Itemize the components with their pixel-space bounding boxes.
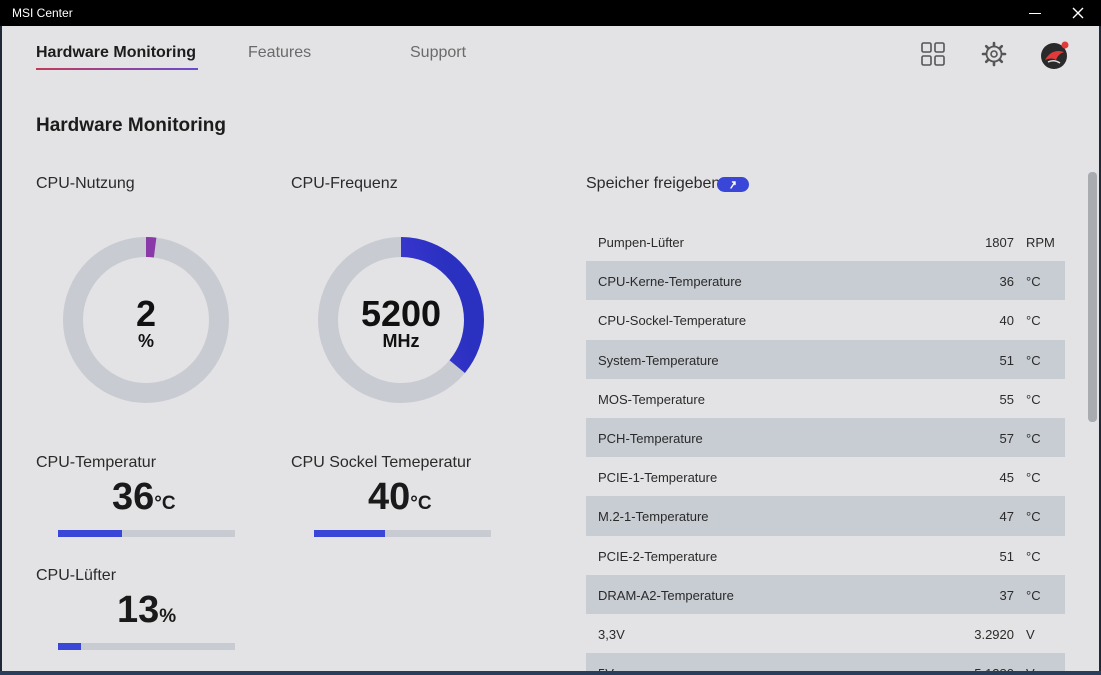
app-content: Hardware Monitoring Features Support	[2, 26, 1099, 671]
minimize-icon	[1029, 12, 1041, 14]
cpu-usage-unit: %	[137, 331, 154, 351]
cpu-temperature-value: 36	[112, 476, 155, 518]
gear-icon[interactable]	[980, 40, 1008, 68]
cpu-temperature-bar	[58, 530, 235, 537]
scrollbar-thumb[interactable]	[1088, 172, 1097, 422]
tab-features[interactable]: Features	[248, 44, 312, 61]
cpu-frequency-value: 5200	[360, 293, 442, 334]
sensor-value: 37	[999, 587, 1014, 603]
sensor-unit: V	[1026, 626, 1035, 642]
socket-temperature-bar-fill	[314, 530, 385, 537]
desktop-strip	[0, 671, 1101, 675]
sensor-unit: °C	[1026, 587, 1041, 603]
sensor-row: 3,3V 3.2920 V	[586, 614, 1065, 653]
sensor-name: Pumpen-Lüfter	[598, 235, 684, 250]
sensor-value: 3.2920	[974, 626, 1014, 642]
sensor-row: 5V 5.1280 V	[586, 653, 1065, 671]
memory-free-label: Speicher freigeben	[586, 175, 721, 192]
tab-support[interactable]: Support	[410, 44, 467, 61]
sensor-name: DRAM-A2-Temperature	[598, 587, 734, 603]
socket-temperature-label: CPU Sockel Temeperatur	[291, 454, 472, 471]
sensor-name: CPU-Sockel-Temperature	[598, 313, 747, 329]
grid-icon[interactable]	[919, 40, 947, 68]
sensor-name: System-Temperature	[598, 352, 719, 368]
socket-temperature-unit: °C	[410, 493, 432, 514]
sensor-row: DRAM-A2-Temperature 37 °C	[586, 574, 1065, 614]
cpu-temperature-label: CPU-Temperatur	[36, 454, 157, 471]
sensor-value: 1807	[985, 235, 1014, 250]
window-title: MSI Center	[12, 6, 73, 20]
sensor-row: MOS-Temperature 55 °C	[586, 379, 1065, 418]
cpu-usage-value: 2	[135, 293, 157, 334]
sensor-name: 5V	[598, 666, 614, 671]
cpu-temperature-bar-fill	[58, 530, 122, 537]
sensor-row: PCIE-1-Temperature 45 °C	[586, 457, 1065, 496]
cpu-temperature-unit: °C	[154, 493, 176, 514]
active-tab-underline	[36, 68, 198, 70]
sensor-value: 40	[999, 313, 1014, 329]
sensor-unit: °C	[1026, 430, 1041, 446]
cpu-usage-arc	[63, 237, 229, 403]
cpu-frequency-gauge: 5200 MHz	[316, 235, 486, 405]
close-button[interactable]	[1055, 0, 1101, 26]
memory-free-button[interactable]	[717, 177, 749, 192]
sensor-table: Pumpen-Lüfter 1807 RPM CPU-Kerne-Temperatur…	[586, 222, 1065, 671]
sensor-name: 3,3V	[598, 626, 625, 642]
cpu-fan-value: 13	[117, 589, 160, 631]
sensor-name: CPU-Kerne-Temperature	[598, 274, 742, 290]
sensor-row: M.2-1-Temperature 47 °C	[586, 496, 1065, 536]
sensor-row: Pumpen-Lüfter 1807 RPM	[586, 222, 1065, 261]
sensor-row: CPU-Sockel-Temperature 40 °C	[586, 300, 1065, 339]
minimize-button[interactable]	[1012, 0, 1058, 26]
sensor-name: PCIE-1-Temperature	[598, 470, 718, 486]
sensor-unit: °C	[1026, 352, 1041, 368]
cpu-fan-unit: %	[159, 606, 177, 627]
cpu-usage-label: CPU-Nutzung	[36, 175, 135, 192]
sensor-name: M.2-1-Temperature	[598, 509, 709, 525]
sensor-row: System-Temperature 51 °C	[586, 339, 1065, 379]
sensor-unit: °C	[1026, 548, 1041, 564]
sensor-unit: °C	[1026, 274, 1041, 290]
cpu-fan-readout: 13%	[117, 589, 176, 632]
sensor-value: 51	[999, 548, 1014, 564]
sensor-value: 51	[999, 352, 1014, 368]
dragon-avatar-icon[interactable]	[1040, 40, 1070, 70]
sensor-value: 45	[999, 470, 1014, 486]
sensor-unit: V	[1026, 666, 1035, 671]
sensor-value: 47	[999, 509, 1014, 525]
cpu-fan-bar-fill	[58, 643, 81, 650]
sensor-unit: °C	[1026, 391, 1041, 407]
sensor-value: 57	[999, 430, 1014, 446]
tab-hardware-monitoring[interactable]: Hardware Monitoring	[36, 44, 197, 61]
cpu-temperature-readout: 36°C	[112, 476, 176, 519]
cpu-fan-bar	[58, 643, 235, 650]
cpu-frequency-label: CPU-Frequenz	[291, 175, 398, 192]
sensor-value: 36	[999, 274, 1014, 290]
cpu-usage-gauge: 2 %	[61, 235, 231, 405]
sensor-row: PCH-Temperature 57 °C	[586, 417, 1065, 458]
sensor-name: PCH-Temperature	[598, 430, 703, 446]
sensor-value: 5.1280	[974, 666, 1014, 671]
sensor-value: 55	[999, 391, 1014, 407]
cpu-frequency-arc	[318, 237, 484, 403]
sensor-name: PCIE-2-Temperature	[598, 548, 718, 564]
cpu-fan-label: CPU-Lüfter	[36, 567, 117, 584]
sensor-row: CPU-Kerne-Temperature 36 °C	[586, 261, 1065, 301]
page-title: Hardware Monitoring	[36, 115, 227, 136]
sensor-unit: °C	[1026, 509, 1041, 525]
socket-temperature-bar	[314, 530, 491, 537]
socket-temperature-value: 40	[368, 476, 411, 518]
close-icon	[1072, 7, 1084, 19]
socket-temperature-readout: 40°C	[368, 476, 432, 519]
rocket-icon	[730, 180, 736, 189]
sensor-row: PCIE-2-Temperature 51 °C	[586, 536, 1065, 575]
sensor-unit: °C	[1026, 313, 1041, 329]
cpu-frequency-unit: MHz	[382, 331, 420, 351]
sensor-name: MOS-Temperature	[598, 391, 705, 407]
title-bar: MSI Center	[0, 0, 1101, 26]
sensor-unit: °C	[1026, 470, 1041, 486]
sensor-unit: RPM	[1026, 235, 1055, 250]
